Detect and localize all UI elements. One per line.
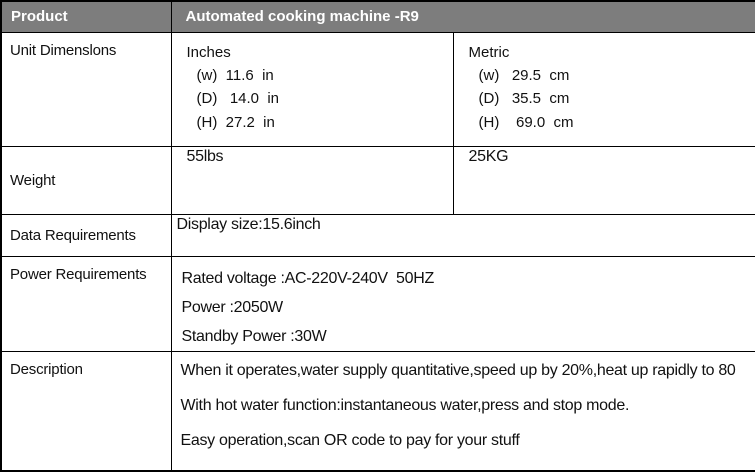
weight-imperial: 55lbs — [170, 145, 454, 215]
header-row: Product Automated cooking machine -R9 — [0, 0, 755, 33]
product-name: Automated cooking machine -R9 — [170, 0, 755, 33]
description-paragraph-2: With hot water function:instantaneous wa… — [180, 396, 630, 414]
metric-height: (H) 69.0 cm — [478, 113, 574, 131]
weight-label: Weight — [0, 145, 172, 215]
metric-title: Metric — [468, 43, 510, 61]
standby-power-line: Standby Power :30W — [181, 327, 327, 345]
power-requirements-cell: Rated voltage :AC-220V-240V 50HZ Power :… — [170, 255, 755, 352]
dimensions-label: Unit Dimenslons — [0, 31, 172, 147]
dimensions-row: Unit Dimenslons Inches (w) 11.6 in (D) 1… — [0, 31, 755, 147]
product-header-label: Product — [0, 0, 172, 33]
description-paragraph-3: Easy operation,scan OR code to pay for y… — [180, 431, 520, 449]
inches-title: Inches — [186, 43, 231, 61]
description-row: Description When it operates,water suppl… — [0, 350, 755, 472]
weight-metric: 25KG — [452, 145, 755, 215]
rated-voltage-line: Rated voltage :AC-220V-240V 50HZ — [181, 269, 435, 287]
inches-height: (H) 27.2 in — [196, 113, 275, 131]
metric-depth: (D) 35.5 cm — [478, 90, 570, 107]
inches-width: (w) 11.6 in — [196, 66, 274, 84]
dimensions-metric-cell: Metric (w) 29.5 cm (D) 35.5 cm (H) 69.0 … — [452, 31, 755, 147]
power-requirements-row: Power Requirements Rated voltage :AC-220… — [0, 255, 755, 352]
description-paragraph-1: When it operates,water supply quantitati… — [180, 361, 736, 379]
power-line: Power :2050W — [181, 298, 284, 316]
description-label: Description — [0, 350, 172, 472]
description-cell: When it operates,water supply quantitati… — [170, 350, 755, 472]
dimensions-inches-cell: Inches (w) 11.6 in (D) 14.0 in (H) 27.2 … — [170, 31, 454, 147]
display-size-value: Display size:15.6inch — [170, 213, 755, 257]
data-requirements-label: Data Requirements — [0, 213, 172, 257]
data-requirements-row: Data Requirements Display size:15.6inch — [0, 213, 755, 257]
inches-depth: (D) 14.0 in — [196, 90, 280, 107]
power-requirements-label: Power Requirements — [0, 255, 172, 352]
metric-width: (w) 29.5 cm — [478, 66, 570, 84]
weight-row: Weight 55lbs 25KG — [0, 145, 755, 215]
